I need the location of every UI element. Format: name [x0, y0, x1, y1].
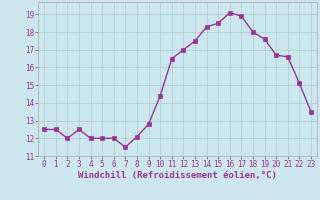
X-axis label: Windchill (Refroidissement éolien,°C): Windchill (Refroidissement éolien,°C)	[78, 171, 277, 180]
